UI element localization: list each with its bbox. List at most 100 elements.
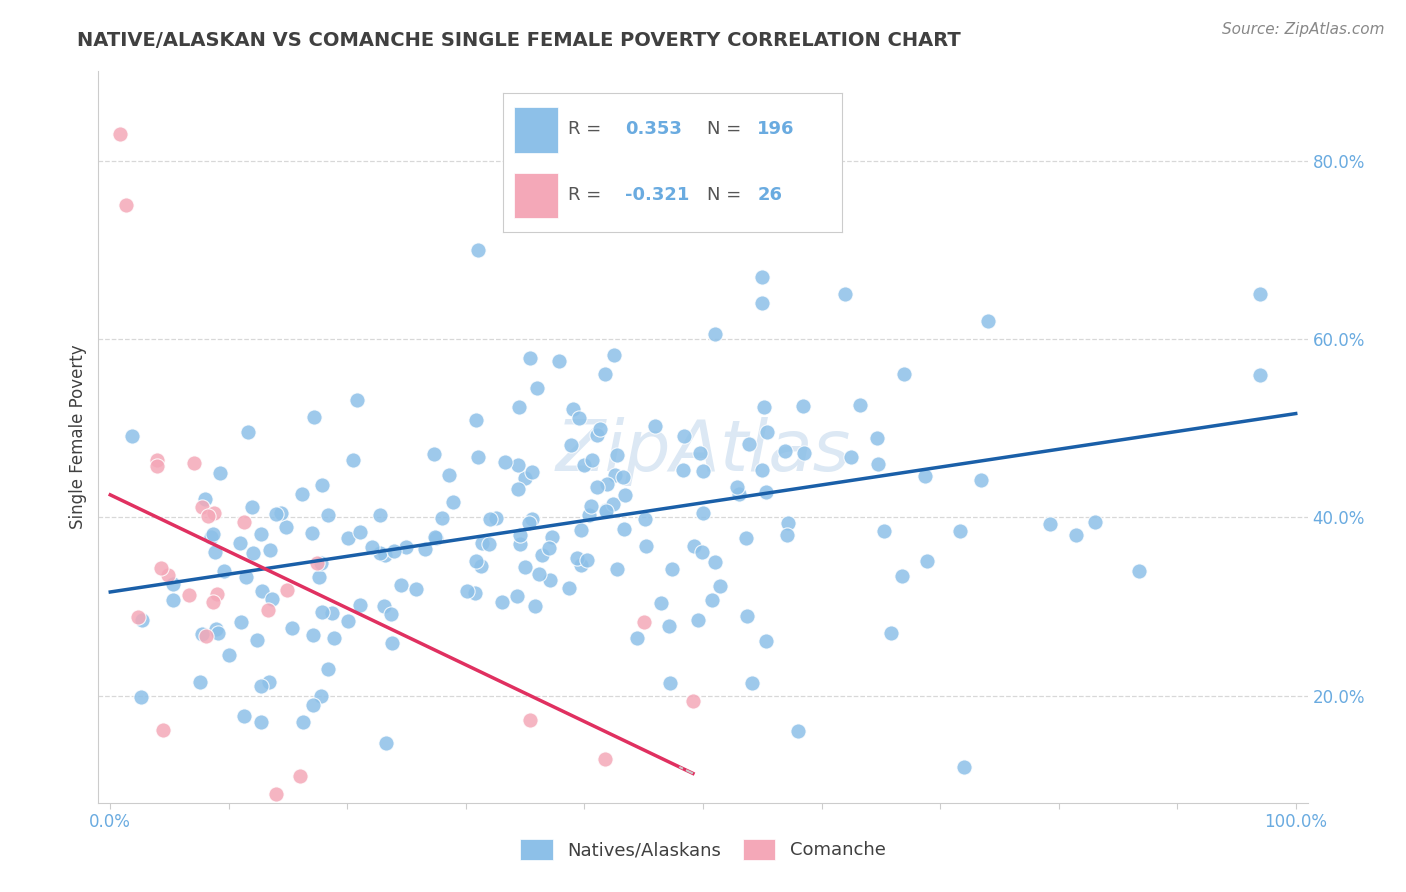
Point [751,269,773,284]
Point [626,631,648,645]
Point [585,480,607,494]
Point [834,287,856,301]
Point [538,573,561,587]
Point [661,562,683,576]
Point [162,593,184,607]
Point [250,526,273,541]
Point [509,528,531,542]
Point [201,527,224,541]
Point [644,419,666,434]
Point [382,543,405,558]
Point [177,589,200,603]
Point [146,453,169,467]
Point [704,326,727,341]
Point [194,491,217,506]
Point [530,548,553,562]
Point [754,400,776,414]
Point [692,506,714,520]
Point [280,621,302,635]
Point [522,465,544,479]
Point [595,504,617,518]
Point [252,583,274,598]
Point [380,607,402,621]
Point [395,541,418,555]
Point [190,500,212,514]
Point [207,626,229,640]
Point [606,562,628,576]
Point [194,629,217,643]
Point [212,564,235,578]
Point [548,354,571,368]
Point [868,457,890,471]
Point [201,595,224,609]
Point [755,425,778,440]
Point [162,577,184,591]
Point [316,508,339,522]
Point [561,402,583,417]
Point [751,296,773,310]
Point [360,541,382,555]
Point [873,524,896,539]
Point [114,198,136,212]
Point [478,512,501,526]
Point [205,587,228,601]
Point [197,508,219,523]
Point [1128,564,1150,578]
Point [585,428,607,442]
Point [346,393,368,408]
Point [301,525,323,540]
Point [915,554,938,568]
Point [156,568,179,582]
Point [569,558,592,572]
Point [792,399,814,413]
Point [849,398,872,412]
Point [302,698,325,712]
Text: NATIVE/ALASKAN VS COMANCHE SINGLE FEMALE POVERTY CORRELATION CHART: NATIVE/ALASKAN VS COMANCHE SINGLE FEMALE… [77,31,962,50]
Point [127,610,149,624]
Point [778,516,800,530]
Point [308,569,330,583]
Point [741,676,763,690]
Point [389,578,412,592]
Point [589,422,612,436]
Point [557,582,579,596]
Point [242,546,264,560]
Point [751,462,773,476]
Point [257,603,280,617]
Point [1249,287,1271,301]
Point [728,487,751,501]
Point [506,589,529,603]
Point [441,495,464,509]
Point [581,452,603,467]
Point [689,446,711,460]
Y-axis label: Single Female Poverty: Single Female Poverty [69,345,87,529]
Point [735,608,758,623]
Point [249,679,271,693]
Point [485,510,508,524]
Point [302,409,325,424]
Point [613,522,636,536]
Point [683,539,706,553]
Point [593,368,616,382]
Point [200,530,222,544]
Point [188,674,211,689]
Point [506,483,529,497]
Point [152,723,174,737]
Point [305,557,328,571]
Point [405,582,427,596]
Point [311,478,333,492]
Point [205,622,228,636]
Point [1249,368,1271,382]
Point [773,444,796,458]
Point [309,556,332,570]
Point [336,614,359,628]
Point [893,367,915,381]
Point [657,618,679,632]
Point [567,551,589,566]
Text: ZipAtlas: ZipAtlas [555,417,851,486]
Point [537,541,560,556]
Point [513,470,536,484]
Point [467,243,489,257]
Point [323,632,346,646]
Point [949,524,972,538]
